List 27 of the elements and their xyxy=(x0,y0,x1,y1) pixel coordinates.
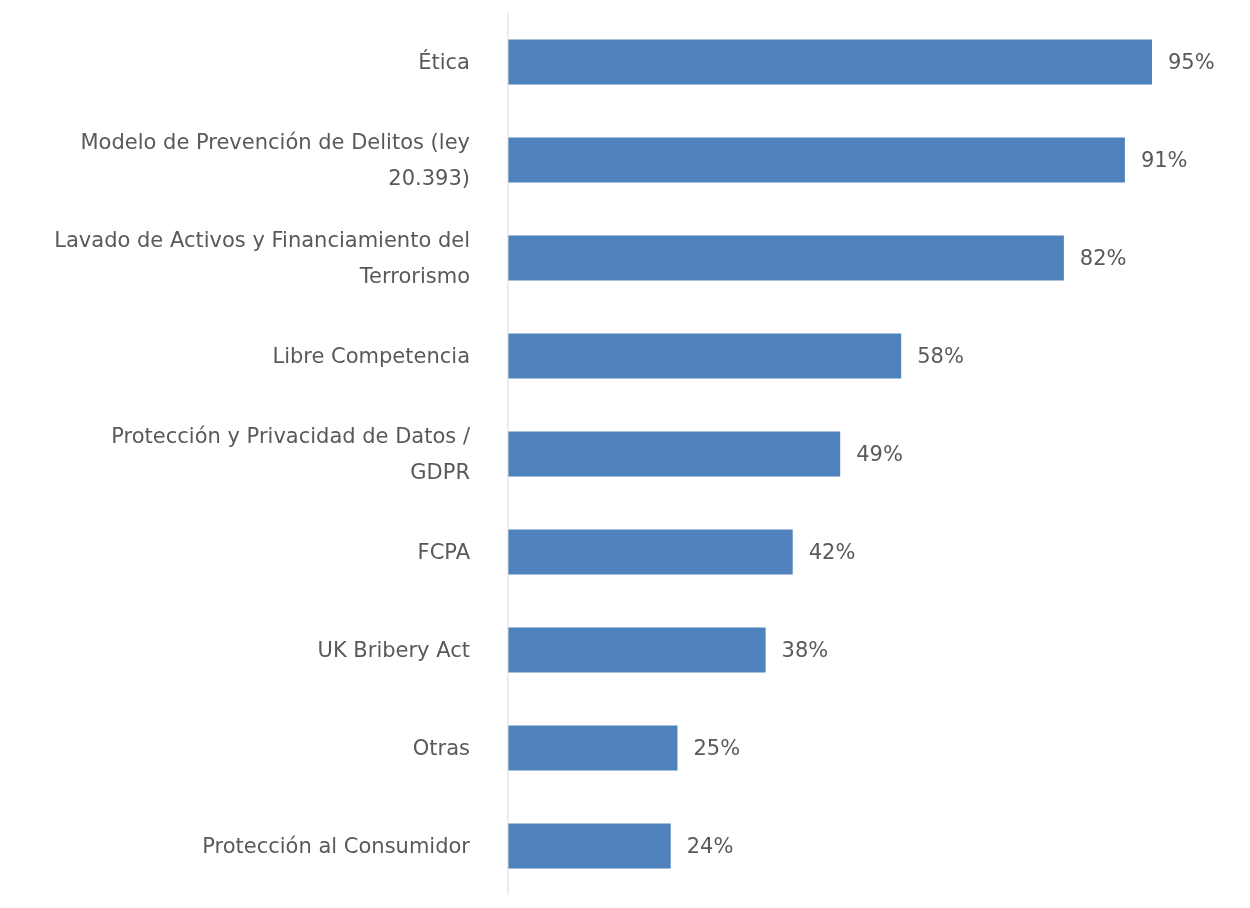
y-tick-label: Otras xyxy=(412,736,470,760)
y-tick-label: Protección y Privacidad de Datos / GDPR xyxy=(111,424,471,484)
y-tick-label: Ética xyxy=(418,49,470,74)
y-tick-label: Lavado de Activos y Financiamiento del Terrorismo xyxy=(54,228,470,288)
y-tick-label: Libre Competencia xyxy=(272,344,470,368)
bar xyxy=(508,627,766,673)
y-tick-label: UK Bribery Act xyxy=(317,638,470,662)
y-tick-label: Modelo de Prevención de Delitos (ley 20.393) xyxy=(80,130,470,190)
data-label: 38% xyxy=(781,638,829,663)
data-label: 91% xyxy=(1140,148,1188,173)
data-label: 58% xyxy=(917,344,964,369)
bar xyxy=(508,137,1125,183)
bar xyxy=(508,725,678,771)
data-label: 82% xyxy=(1079,246,1127,271)
data-label: 24% xyxy=(686,834,734,859)
bar xyxy=(508,823,671,869)
data-label: 95% xyxy=(1168,50,1215,75)
data-label: 42% xyxy=(808,540,856,565)
data-label: 49% xyxy=(856,442,903,467)
bar xyxy=(508,333,902,379)
y-tick-label: Protección al Consumidor xyxy=(202,834,471,858)
data-label: 25% xyxy=(693,736,741,761)
y-tick-label: FCPA xyxy=(417,540,471,564)
bar xyxy=(508,235,1064,281)
bar xyxy=(508,39,1152,85)
bar xyxy=(508,431,841,477)
bar xyxy=(508,529,793,575)
